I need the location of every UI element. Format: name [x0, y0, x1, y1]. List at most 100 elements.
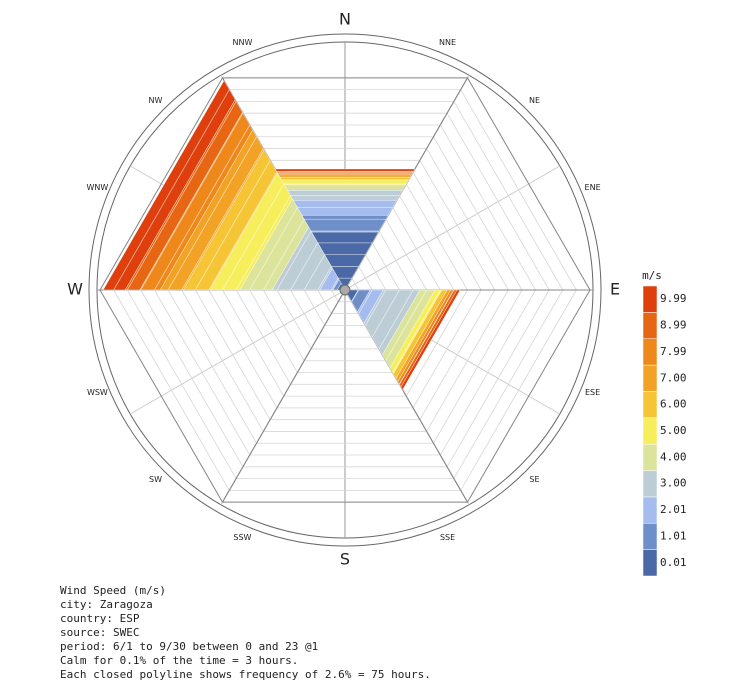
- direction-label: NW: [149, 96, 163, 105]
- band-grid-line: [262, 219, 305, 291]
- legend-swatch: [642, 391, 658, 419]
- grid-line: [126, 289, 237, 479]
- grid-line: [419, 160, 496, 291]
- legend-swatch: [642, 470, 658, 498]
- direction-label: ENE: [585, 183, 601, 192]
- grid-line: [262, 289, 305, 361]
- band-grid-line: [140, 112, 244, 291]
- grid-line: [222, 289, 285, 397]
- legend-label: 2.01: [660, 503, 687, 516]
- band-grid-line: [113, 89, 230, 291]
- direction-label: NNW: [232, 38, 252, 47]
- grid-line: [249, 289, 298, 373]
- legend-swatch: [642, 496, 658, 524]
- grid-line: [317, 289, 332, 314]
- grid-line: [365, 254, 387, 291]
- grid-line: [433, 136, 523, 291]
- band-grid-line: [303, 254, 325, 291]
- grid-line: [446, 289, 550, 468]
- direction-label: WSW: [87, 388, 108, 397]
- legend-label: 0.01: [660, 556, 687, 569]
- grid-line: [405, 183, 468, 291]
- note: source: SWEC: [60, 626, 139, 639]
- grid-line: [371, 242, 400, 291]
- grid-line: [392, 207, 441, 291]
- band-grid-line: [126, 101, 237, 291]
- direction-label: SSW: [233, 533, 251, 542]
- grid-line: [412, 171, 482, 291]
- speed-band: [400, 289, 461, 391]
- direction-label: NNE: [439, 38, 456, 47]
- speed-band: [274, 168, 416, 172]
- grid-line: [351, 278, 359, 291]
- grid-line: [194, 289, 271, 420]
- grid-line: [426, 289, 509, 432]
- band-grid-line: [208, 171, 278, 291]
- grid-line: [181, 289, 264, 432]
- band-grid-line: [249, 207, 298, 291]
- direction-label: E: [610, 280, 620, 299]
- note: Wind Speed (m/s): [60, 584, 166, 597]
- note: country: ESP: [60, 612, 140, 625]
- legend-label: 8.99: [660, 319, 687, 332]
- speed-band: [277, 172, 413, 176]
- band-grid-line: [276, 230, 312, 291]
- legend-label: 9.99: [660, 292, 687, 305]
- grid-line: [113, 289, 230, 491]
- legend-swatch: [642, 549, 658, 577]
- grid-line: [426, 148, 509, 291]
- direction-label: W: [67, 280, 83, 299]
- band-grid-line: [378, 289, 414, 350]
- legend-label: 3.00: [660, 477, 687, 490]
- grid-line: [358, 266, 373, 291]
- legend-label: 7.00: [660, 371, 687, 384]
- grid-line: [446, 112, 550, 291]
- legend-swatch: [642, 285, 658, 313]
- calm-center: [339, 284, 351, 296]
- legend-label: 4.00: [660, 450, 687, 463]
- legend-title: m/s: [642, 269, 662, 282]
- legend-label: 7.99: [660, 345, 687, 358]
- grid-line: [154, 289, 251, 456]
- direction-label: S: [340, 550, 350, 569]
- band-grid-line: [351, 289, 359, 302]
- band-grid-line: [194, 160, 271, 291]
- band-grid-line: [235, 195, 291, 291]
- grid-line: [208, 289, 278, 409]
- band-grid-line: [331, 278, 339, 291]
- speed-band: [301, 214, 389, 233]
- grid-line: [290, 289, 319, 338]
- note: period: 6/1 to 9/30 between 0 and 23 @1: [60, 640, 318, 653]
- grid-line: [276, 289, 312, 350]
- grid-line: [167, 289, 257, 444]
- grid-line: [453, 289, 564, 479]
- note: Calm for 0.1% of the time = 3 hours.: [60, 654, 298, 667]
- direction-label: ESE: [585, 388, 600, 397]
- direction-label: N: [339, 10, 351, 29]
- outer-ring: [88, 33, 602, 547]
- speed-band: [283, 184, 407, 191]
- grid-line: [412, 289, 482, 409]
- speed-band: [102, 80, 236, 291]
- direction-label: SW: [149, 475, 162, 484]
- band-grid-line: [167, 136, 257, 291]
- grid-line: [439, 289, 536, 456]
- grid-line: [439, 124, 536, 291]
- legend-swatch: [642, 417, 658, 445]
- grid-line: [385, 219, 428, 291]
- speed-band: [287, 190, 403, 201]
- grid-line: [405, 289, 468, 397]
- legend-label: 1.01: [660, 529, 687, 542]
- band-grid-line: [365, 289, 387, 326]
- grid-line: [378, 230, 414, 291]
- grid-line: [460, 289, 577, 491]
- grid-line: [399, 195, 455, 291]
- note: city: Zaragoza: [60, 598, 153, 611]
- grid-line: [453, 101, 564, 291]
- band-grid-line: [222, 183, 285, 291]
- band-grid-line: [317, 266, 332, 291]
- spoke: [129, 289, 346, 415]
- band-grid-line: [392, 289, 441, 373]
- grid-line: [419, 289, 496, 420]
- spoke: [344, 165, 561, 291]
